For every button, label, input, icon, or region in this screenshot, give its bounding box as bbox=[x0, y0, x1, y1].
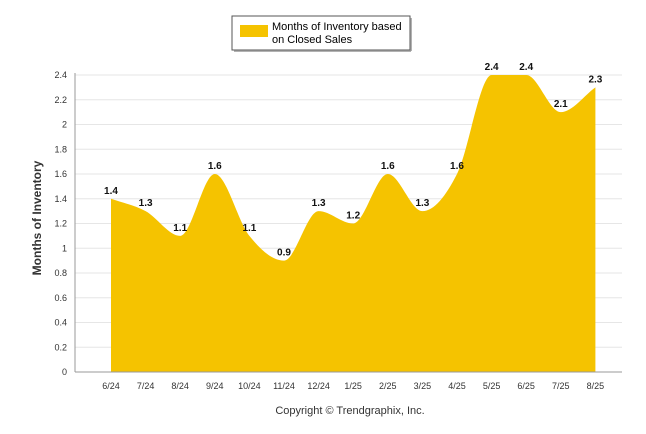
x-tick-labels: 6/24 7/24 8/24 9/24 10/24 11/24 12/24 1/25 2/25 3… bbox=[102, 381, 604, 391]
data-label: 2.4 bbox=[519, 62, 533, 73]
data-label: 2.3 bbox=[588, 74, 602, 85]
y-tick-label: 0 bbox=[62, 367, 67, 377]
data-label: 2.4 bbox=[485, 62, 499, 73]
legend-label-line2: on Closed Sales bbox=[272, 34, 353, 46]
x-tick-label: 5/25 bbox=[483, 381, 501, 391]
data-label: 0.9 bbox=[277, 248, 291, 259]
x-tick-label: 7/24 bbox=[137, 381, 155, 391]
data-labels: 1.4 1.3 1.1 1.6 1.1 0.9 1.3 1.2 1.6 1.3 1.6 2.4 2.4 2… bbox=[104, 62, 603, 259]
x-tick-label: 8/24 bbox=[171, 381, 189, 391]
series-area bbox=[111, 75, 596, 372]
x-tick-label: 6/25 bbox=[517, 381, 535, 391]
data-label: 1.6 bbox=[381, 161, 395, 172]
y-tick-labels: 0 0.2 0.4 0.6 0.8 1 1.2 1.4 1.6 1.8 2 2.2 2.4 bbox=[54, 70, 67, 377]
y-tick-label: 2.2 bbox=[54, 95, 67, 105]
data-label: 1.6 bbox=[208, 161, 222, 172]
x-tick-label: 3/25 bbox=[414, 381, 432, 391]
data-label: 1.1 bbox=[173, 223, 187, 234]
x-tick-label: 12/24 bbox=[307, 381, 330, 391]
y-tick-label: 1 bbox=[62, 243, 67, 253]
y-tick-label: 0.4 bbox=[54, 318, 67, 328]
x-tick-label: 8/25 bbox=[587, 381, 605, 391]
x-tick-label: 7/25 bbox=[552, 381, 570, 391]
data-label: 1.3 bbox=[312, 198, 326, 209]
x-tick-label: 2/25 bbox=[379, 381, 397, 391]
legend: Months of Inventory based on Closed Sale… bbox=[231, 15, 412, 52]
y-axis-title: Months of Inventory bbox=[30, 160, 44, 275]
x-tick-label: 9/24 bbox=[206, 381, 224, 391]
data-label: 1.4 bbox=[104, 186, 118, 197]
y-tick-label: 1.6 bbox=[54, 169, 67, 179]
y-tick-label: 2 bbox=[62, 120, 67, 130]
y-tick-label: 0.8 bbox=[54, 268, 67, 278]
y-tick-label: 2.4 bbox=[54, 70, 67, 80]
y-tick-label: 1.4 bbox=[54, 194, 67, 204]
data-label: 2.1 bbox=[554, 99, 568, 110]
data-label: 1.3 bbox=[139, 198, 153, 209]
copyright-text: Copyright © Trendgraphix, Inc. bbox=[275, 405, 424, 417]
x-tick-label: 10/24 bbox=[238, 381, 261, 391]
data-label: 1.3 bbox=[415, 198, 429, 209]
data-label: 1.1 bbox=[242, 223, 256, 234]
y-tick-label: 0.2 bbox=[54, 342, 67, 352]
x-tick-label: 4/25 bbox=[448, 381, 466, 391]
legend-label-line1: Months of Inventory based bbox=[272, 21, 402, 33]
legend-swatch bbox=[240, 25, 268, 37]
y-tick-label: 0.6 bbox=[54, 293, 67, 303]
y-tick-label: 1.8 bbox=[54, 144, 67, 154]
area-series-fill bbox=[111, 75, 596, 372]
axes bbox=[74, 73, 622, 373]
y-tick-label: 1.2 bbox=[54, 219, 67, 229]
x-tick-label: 6/24 bbox=[102, 381, 120, 391]
x-tick-label: 1/25 bbox=[344, 381, 362, 391]
data-label: 1.2 bbox=[346, 211, 360, 222]
x-tick-label: 11/24 bbox=[273, 381, 295, 391]
data-label: 1.6 bbox=[450, 161, 464, 172]
